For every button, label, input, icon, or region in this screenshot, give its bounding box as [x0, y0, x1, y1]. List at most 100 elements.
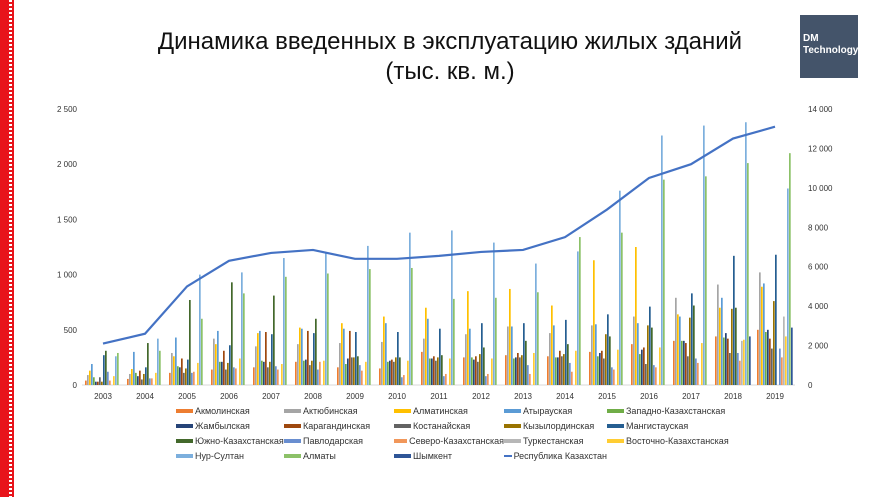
bar-11-2018 [737, 352, 739, 385]
bar-12-2005 [193, 371, 195, 385]
bar-1-2009 [339, 343, 341, 385]
bar-5-2010 [389, 360, 391, 385]
bar-7-2016 [645, 364, 647, 385]
y-left-tick-label: 500 [64, 326, 78, 335]
legend-label: Актюбинская [303, 406, 358, 416]
legend-swatch [504, 409, 521, 413]
bar-3-2005 [175, 337, 177, 385]
legend-item: Восточно-Казахстанская [607, 435, 747, 447]
legend-label: Туркестанская [523, 436, 584, 446]
bar-15-2004 [157, 338, 159, 385]
bar-7-2011 [435, 360, 437, 385]
bar-8-2014 [563, 354, 565, 385]
bar-12-2014 [571, 371, 573, 385]
bar-16-2017 [705, 176, 707, 385]
bar-11-2014 [569, 362, 571, 385]
bar-11-2007 [275, 366, 277, 385]
bar-5-2004 [137, 376, 139, 385]
bar-5-2003 [95, 381, 97, 385]
legend-item: Жамбылская [176, 420, 284, 432]
bar-8-2018 [731, 308, 733, 385]
bar-7-2017 [687, 356, 689, 385]
x-tick-label: 2003 [94, 392, 112, 401]
bar-1-2013 [507, 326, 509, 385]
bar-3-2015 [595, 324, 597, 385]
bar-7-2008 [309, 365, 311, 385]
bar-12-2007 [277, 369, 279, 385]
bar-0-2003 [85, 380, 87, 385]
bar-3-2009 [343, 328, 345, 385]
legend-label: Шымкент [413, 451, 453, 461]
bar-6-2010 [391, 359, 393, 385]
bar-12-2016 [655, 367, 657, 385]
bar-8-2017 [689, 317, 691, 385]
bar-16-2016 [663, 179, 665, 385]
bar-16-2003 [117, 352, 119, 385]
y-left-tick-label: 1 000 [57, 271, 78, 280]
legend-swatch [394, 454, 411, 458]
bar-14-2012 [491, 358, 493, 385]
bar-15-2019 [787, 188, 789, 385]
bar-2-2019 [761, 286, 763, 385]
y-left-tick-label: 1 500 [57, 215, 78, 224]
legend-item: Шымкент [394, 450, 504, 462]
bar-10-2010 [399, 357, 401, 385]
bar-2-2010 [383, 316, 385, 385]
bar-4-2012 [471, 357, 473, 385]
bar-14-2018 [743, 339, 745, 385]
bar-12-2019 [781, 357, 783, 385]
bar-1-2005 [171, 352, 173, 385]
bar-5-2012 [473, 359, 475, 385]
bar-13-2018 [741, 340, 743, 385]
bar-4-2014 [555, 357, 557, 385]
bar-0-2012 [463, 357, 465, 385]
x-tick-label: 2004 [136, 392, 154, 401]
bar-9-2014 [565, 319, 567, 385]
bar-10-2017 [693, 305, 695, 385]
bar-12-2013 [529, 373, 531, 385]
bar-2-2004 [131, 368, 133, 385]
title-line-2: (тыс. кв. м.) [385, 58, 515, 85]
bar-6-2018 [727, 338, 729, 385]
bar-6-2003 [97, 381, 99, 385]
bar-12-2010 [403, 375, 405, 385]
x-tick-label: 2017 [682, 392, 700, 401]
bar-3-2011 [427, 318, 429, 385]
bar-0-2015 [589, 351, 591, 385]
bar-15-2009 [367, 245, 369, 385]
bar-7-2019 [771, 348, 773, 385]
bar-2-2003 [89, 370, 91, 385]
bar-9-2011 [439, 328, 441, 385]
x-tick-label: 2019 [766, 392, 784, 401]
bar-12-2015 [613, 369, 615, 385]
bar-2-2009 [341, 323, 343, 385]
bar-4-2009 [345, 364, 347, 385]
bar-11-2008 [317, 369, 319, 385]
bar-3-2016 [637, 323, 639, 385]
legend-item: Туркестанская [504, 435, 607, 447]
legend-item: Нур-Султан [176, 450, 284, 462]
bar-8-2007 [269, 361, 271, 385]
bar-14-2016 [659, 347, 661, 385]
bar-14-2004 [155, 372, 157, 385]
bar-14-2009 [365, 361, 367, 385]
bar-11-2019 [779, 348, 781, 385]
legend-label: Кызылординская [523, 421, 595, 431]
bar-2-2017 [677, 314, 679, 385]
bar-2-2007 [257, 333, 259, 385]
bar-15-2012 [493, 242, 495, 385]
legend-swatch [176, 424, 193, 428]
bar-14-2015 [617, 349, 619, 385]
x-tick-label: 2012 [472, 392, 490, 401]
legend-item: Алматы [284, 450, 394, 462]
y-left-tick-label: 0 [73, 381, 78, 390]
bar-7-2010 [393, 361, 395, 385]
bar-15-2013 [535, 263, 537, 385]
bar-0-2011 [421, 351, 423, 385]
bar-5-2007 [263, 361, 265, 385]
bar-6-2009 [349, 330, 351, 385]
bar-4-2008 [303, 360, 305, 385]
bar-15-2007 [283, 258, 285, 385]
bar-0-2018 [715, 336, 717, 385]
bar-15-2011 [451, 230, 453, 385]
